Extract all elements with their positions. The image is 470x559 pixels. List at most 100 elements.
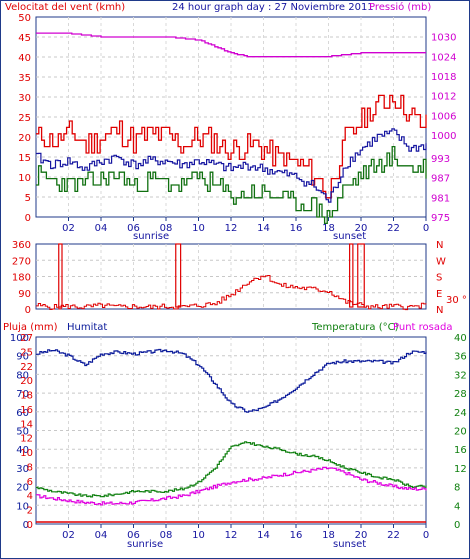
direction-axis-tick-label: 0 [25,305,31,316]
wind-axis-tick-label: 30 [18,93,31,104]
wind-direction-spike [349,243,354,308]
humidity-axis-tick-label: 40 [16,445,29,456]
rain-axis-tick-label: 22 [20,362,33,373]
rain-axis-tick-label: 20 [20,376,33,387]
temperature-axis-tick-label: 36 [454,352,467,363]
x-tick-label: 08 [160,530,173,541]
temp-humidity-panel: 0102030405060708090100024681012141618202… [10,333,467,550]
rain-axis-tick-label: 8 [27,462,33,473]
wind-direction-spike [357,243,365,308]
wind-speed-title: Velocitat del vent (kmh) [5,2,125,13]
x-tick-label: 10 [192,223,205,234]
humidity-axis-tick-label: 60 [16,408,29,419]
sunset-label: sunset [333,231,366,242]
wind-low-line [36,145,427,225]
rain-axis-tick-label: 2 [27,506,33,517]
x-tick-label: 02 [62,223,75,234]
rain-axis-tick-label: 12 [20,434,33,445]
wind-direction-spike [175,243,182,308]
wind-gust-line [36,94,427,199]
x-tick-label: 12 [225,530,238,541]
compass-letter: W [436,256,446,267]
direction-axis-tick-label: 180 [12,273,31,284]
rain-axis-tick-label: 27 [20,333,33,344]
wind-axis-tick-label: 50 [18,13,31,24]
direction-axis-tick-label: 360 [12,240,31,251]
compass-letter: E [436,289,442,300]
wind-axis-tick-label: 40 [18,53,31,64]
wind-axis-tick-label: 15 [18,153,31,164]
wind-average-line [36,128,427,203]
x-tick-label: 02 [62,530,75,541]
x-tick-label: 0 [423,530,429,541]
rain-axis-tick-label: 4 [27,491,33,502]
compass-letter: S [436,273,442,284]
humidity-axis-tick-label: 30 [16,464,29,475]
direction-unit-label: 30 ° [446,295,467,306]
pressure-axis-tick-label: 993 [431,154,450,165]
dewpoint-line [36,466,427,506]
x-tick-label: 18 [322,530,335,541]
humidity-axis-tick-label: 0 [23,520,29,531]
compass-letter: N [436,305,443,316]
wind-direction-spike [58,243,63,308]
x-tick-label: 10 [192,530,205,541]
pressure-title: Pressió (mb) [369,1,431,13]
wind-axis-tick-label: 25 [18,113,31,124]
temperature-axis-tick-label: 8 [454,483,460,494]
compass-letter: N [436,240,443,251]
x-tick-label: 20 [355,223,368,234]
humidity-axis-tick-label: 10 [16,501,29,512]
wind-axis-tick-label: 5 [25,193,31,204]
x-tick-label: 12 [225,223,238,234]
humidity-line [36,348,427,413]
pressure-line [36,32,426,58]
temperature-axis-tick-label: 28 [454,389,467,400]
pressure-axis-tick-label: 1018 [431,72,456,83]
rain-axis-tick-label: 10 [20,448,33,459]
humidity-axis-tick-label: 50 [16,427,29,438]
x-tick-label: 06 [127,530,140,541]
x-tick-label: 14 [257,530,270,541]
x-tick-label: 16 [290,530,303,541]
humidity-axis-tick-label: 90 [16,352,29,363]
pressure-axis-tick-label: 1030 [431,33,456,44]
direction-axis-tick-label: 270 [12,256,31,267]
wind-axis-tick-label: 10 [18,173,31,184]
x-tick-label: 18 [322,223,335,234]
temperature-title: Temperatura (°C) [311,322,399,333]
x-tick-label: 22 [387,223,400,234]
rain-axis-tick-label: 14 [20,419,33,430]
dewpoint-title: Punt rosada [393,322,452,333]
x-tick-label: 0 [423,223,429,234]
wind-direction-line [36,275,427,311]
x-tick-label: 04 [95,530,108,541]
wind-axis-tick-label: 20 [18,133,31,144]
pressure-axis-tick-label: 1000 [431,131,456,142]
x-tick-label: 04 [95,223,108,234]
x-tick-label: 16 [290,223,303,234]
rain-axis-tick-label: 0 [27,520,33,531]
humidity-axis-tick-label: 20 [16,483,29,494]
x-tick-label: 14 [257,223,270,234]
temperature-axis-tick-label: 20 [454,427,467,438]
graph-date-title: 24 hour graph day : 27 Noviembre 2011 [172,2,374,13]
x-tick-label: 08 [160,223,173,234]
temperature-axis-tick-label: 12 [454,464,467,475]
humidity-title: Humitat [67,322,107,333]
sunrise-label: sunrise [127,539,163,550]
rain-title: Pluja (mm) [3,322,58,333]
humidity-axis-tick-label: 80 [16,370,29,381]
temperature-axis-tick-label: 16 [454,445,467,456]
wind-axis-tick-label: 45 [18,33,31,44]
temperature-axis-tick-label: 24 [454,408,467,419]
x-tick-label: 22 [387,530,400,541]
temperature-axis-tick-label: 40 [454,333,467,344]
rain-axis-tick-label: 6 [27,477,33,488]
pressure-axis-tick-label: 1006 [431,111,456,122]
x-tick-label: 20 [355,530,368,541]
pressure-axis-tick-label: 975 [431,213,450,224]
